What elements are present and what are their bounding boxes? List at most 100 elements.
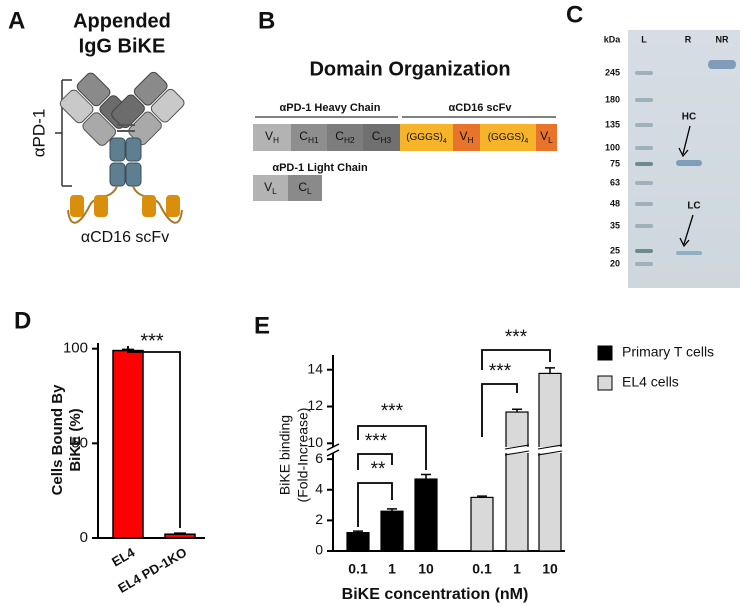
domain [253, 124, 291, 151]
x-tick-label: 0.1 [348, 561, 368, 577]
domain-label-sub: 4 [524, 138, 528, 145]
marker-label: 25 [610, 245, 620, 255]
y-tick-label: 2 [315, 511, 323, 527]
marker-label: 75 [610, 158, 620, 168]
domain-label-main: C [299, 129, 308, 143]
domain-label-main: C [372, 129, 381, 143]
band-label: LC [687, 201, 700, 212]
domain-label: VH [265, 129, 279, 145]
error-bar [477, 495, 487, 498]
significance-label: *** [140, 330, 164, 352]
ladder-band [635, 146, 653, 150]
domain [363, 124, 400, 151]
domain-label: (GGGS)4 [406, 132, 447, 145]
bar-break-mark [537, 444, 563, 450]
domain-label-main: V [540, 129, 548, 143]
domain [291, 124, 327, 151]
x-tick-label: 0.1 [472, 561, 492, 577]
domain-label-sub: L [272, 186, 277, 196]
y-tick-label: 14 [307, 360, 323, 376]
domain [536, 124, 557, 151]
y-axis-label: Cells Bound By [49, 384, 66, 496]
significance-bracket [357, 482, 393, 527]
significance-label: *** [505, 327, 528, 348]
light-chain-label: αPD-1 Light Chain [272, 162, 368, 174]
y-tick-label: 10 [307, 434, 323, 450]
ladder-band [635, 202, 653, 206]
ladder-band [635, 71, 653, 75]
x-axis-label: BiKE concentration (nM) [342, 586, 529, 603]
panel-label: C [566, 1, 583, 28]
error-bar [421, 473, 431, 480]
target-label: αPD-1 [29, 109, 48, 158]
domain-label-main: C [335, 129, 344, 143]
lane-label: R [685, 34, 692, 44]
domain-label-main: V [265, 129, 273, 143]
x-tick-label: EL4 [109, 544, 138, 569]
marker-label: 180 [605, 94, 620, 104]
y-axis-label: (Fold-Increase) [295, 408, 311, 503]
domain-label-main: (GGGS) [488, 132, 525, 143]
y-axis-label: BiKE (%) [67, 408, 84, 471]
significance-bracket [481, 349, 551, 370]
axis-break [326, 443, 340, 451]
gel-band [676, 160, 702, 166]
ladder-band [635, 123, 653, 127]
x-tick-label: 10 [542, 561, 558, 577]
domain-label-sub: H [273, 135, 279, 145]
antibody-diagram [55, 71, 185, 224]
legend-label: EL4 cells [622, 374, 679, 390]
domain-label-sub: L [307, 186, 312, 196]
x-tick-label: 1 [513, 561, 521, 577]
significance-label: *** [489, 361, 512, 382]
domain-label: (GGGS)4 [488, 132, 529, 145]
error-bar [387, 508, 397, 512]
domain-label-sub: H3 [380, 135, 391, 145]
y-tick-label: 100 [63, 340, 88, 357]
significance-label: ** [371, 459, 386, 480]
heavy-chain-label: αPD-1 Heavy Chain [280, 102, 381, 114]
scfv-chain-label: αCD16 scFv [448, 102, 512, 114]
bar [505, 411, 529, 552]
domain [480, 124, 536, 151]
marker-label: 245 [605, 67, 620, 77]
y-tick-label: 0 [315, 542, 323, 558]
y-tick-label: 4 [315, 480, 323, 496]
band-label: HC [682, 112, 696, 123]
bar-break [538, 447, 562, 453]
domain-label-main: V [459, 129, 467, 143]
domain-label: VL [264, 180, 277, 196]
error-bar [512, 408, 522, 413]
domain-label: CH1 [299, 129, 319, 145]
domain-label: CH2 [335, 129, 355, 145]
scfv-label: αCD16 scFv [81, 229, 169, 246]
significance-label: *** [381, 401, 404, 422]
panel-label: B [258, 7, 275, 34]
bar [380, 510, 404, 552]
error-bar [174, 532, 186, 535]
y-tick-label: 12 [307, 397, 323, 413]
panel-label: E [254, 312, 270, 339]
domain [400, 124, 453, 151]
marker-label: 63 [610, 177, 620, 187]
domain-label: CH3 [372, 129, 392, 145]
panel-b-title: Domain Organization [309, 58, 510, 80]
domain-label-main: C [298, 180, 307, 194]
arrow [679, 214, 694, 248]
significance-bracket [481, 383, 518, 437]
lane-label: NR [716, 34, 729, 44]
significance-bracket [127, 346, 181, 528]
gel-band [708, 60, 736, 69]
unit-label: kDa [604, 34, 622, 44]
gel-band [676, 251, 702, 255]
ladder-band [635, 162, 653, 166]
error-bar [353, 530, 363, 533]
ladder-band [635, 181, 653, 185]
bar [414, 478, 438, 552]
marker-label: 100 [605, 142, 620, 152]
domain [453, 124, 480, 151]
y-tick-label: 0 [80, 529, 88, 546]
domain-label-sub: H [467, 135, 473, 145]
y-axis-label: BiKE binding [277, 415, 293, 495]
x-tick-label: 10 [418, 561, 434, 577]
